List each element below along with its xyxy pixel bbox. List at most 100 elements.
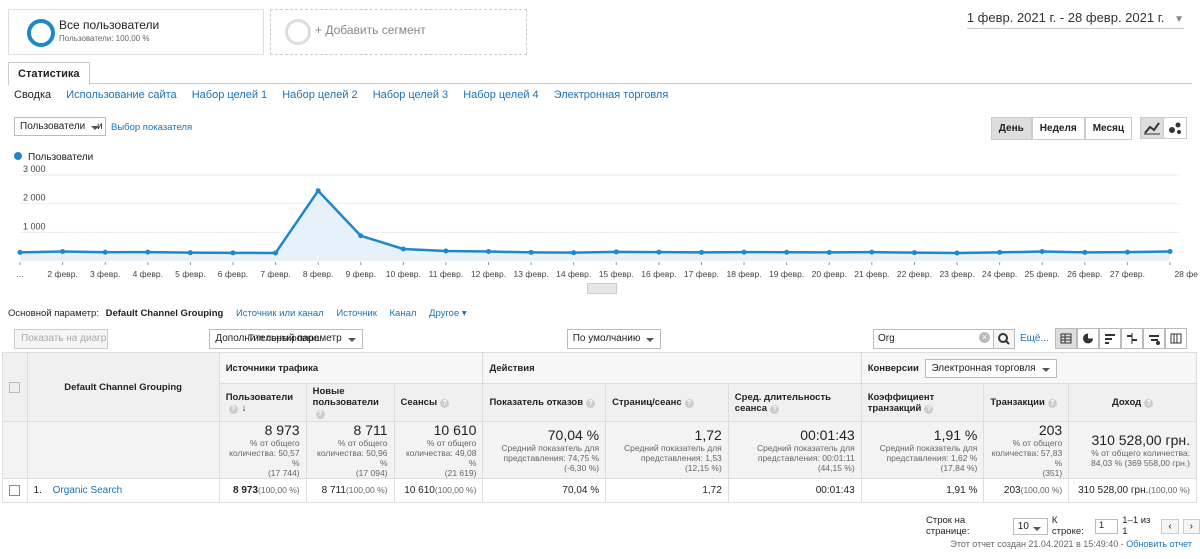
dimension-header[interactable]: Default Channel Grouping [26,352,220,422]
prev-page-button[interactable]: ‹ [1161,518,1179,534]
subtab-goal-set-1[interactable]: Набор целей 1 [191,89,268,101]
pie-view-icon[interactable] [1077,328,1099,349]
data-point [145,249,151,255]
bar-view-icon[interactable] [1099,328,1121,349]
plot-rows-button[interactable]: Показать на диаграмме [14,329,108,349]
chart-legend: Пользователи [14,152,93,163]
col-pages-per-session[interactable]: Страниц/сеанс? [605,383,729,422]
rows-per-page-select[interactable]: 10 [1012,517,1048,535]
choose-metric-link[interactable]: Выбор показателя [111,122,193,133]
total-new-users: 8 711% от общего количества: 50,96 % (17 … [305,421,395,479]
total-share: Средний показатель для представления: 74… [501,443,600,463]
subtab-goal-set-3[interactable]: Набор целей 3 [372,89,449,101]
subtab-goal-set-2[interactable]: Набор целей 2 [282,89,358,101]
data-point [230,250,236,256]
segment-ring-icon [27,19,55,47]
data-point [528,249,534,255]
comparison-view-icon[interactable] [1121,328,1143,349]
subtab-site-usage[interactable]: Использование сайта [66,89,177,101]
conversions-select[interactable]: Электронная торговля [925,358,1057,378]
total-base: (44,15 %) [817,463,855,473]
date-range-picker[interactable]: 1 февр. 2021 г. - 28 февр. 2021 г. ▼ [966,10,1184,29]
pivot-view-icon[interactable] [1165,328,1187,349]
data-point [1082,249,1088,255]
total-base: (21 619) [444,468,477,478]
refresh-report-link[interactable]: Обновить отчет [1126,539,1192,549]
period-day-button[interactable]: День [990,117,1032,140]
subtab-summary[interactable]: Сводка [14,89,52,101]
add-segment-ring-icon [285,19,311,45]
x-tick-label: 13 февр. [514,269,549,279]
x-tick-label: 28 фе [1174,269,1198,279]
col-revenue[interactable]: Доход? [1068,383,1197,422]
help-icon: ? [586,399,596,408]
advanced-search-link[interactable]: Ещё... [1020,333,1049,344]
term-cloud-view-icon[interactable] [1143,328,1165,349]
col-new-users-label: Новые пользователи [312,386,379,408]
tab-statistics[interactable]: Статистика [8,62,90,86]
row-channel-link[interactable]: Organic Search [52,485,123,496]
total-value: 310 528,00 грн. [1091,432,1190,448]
total-share: % от общего количества: 57,83 % [991,438,1063,468]
data-point [273,250,279,256]
line-chart-icon[interactable] [1140,117,1164,139]
dimension-medium[interactable]: Канал [389,308,417,319]
total-share: % от общего количества: 84,03 % (369 558… [1091,448,1190,468]
x-tick-label: 16 февр. [641,269,676,279]
add-segment-button[interactable]: + Добавить сегмент [270,9,527,55]
total-share: % от общего количества: 50,57 % [229,438,300,468]
dimension-other[interactable]: Другое [429,308,460,319]
dimension-source-medium[interactable]: Источник или канал [235,308,324,319]
period-week-button[interactable]: Неделя [1031,117,1085,140]
report-created-text: Этот отчет создан 21.04.2021 в 15:49:40 … [950,539,1124,549]
x-tick-label: 8 февр. [303,269,333,279]
total-value: 1,91 % [933,427,978,443]
period-month-button[interactable]: Месяц [1084,117,1132,140]
goto-row-input[interactable]: 1 [1094,518,1119,534]
col-avg-session-duration[interactable]: Сред. длительность сеанса? [727,383,862,422]
col-bounce-rate[interactable]: Показатель отказов? [482,383,607,422]
cell-sessions: 10 610(100,00 %) [393,478,484,503]
cell-value: 1,72 [702,485,722,496]
view-switcher [1055,328,1187,349]
row-checkbox[interactable] [9,485,20,496]
row-dimension-cell: 1. Organic Search [26,478,220,503]
col-transaction-rate-label: Коэффициент транзакций [867,391,935,414]
cell-pages-per-session: 1,72 [605,478,729,503]
col-users[interactable]: Пользователи? ↓ [218,383,307,422]
col-bounce-rate-label: Показатель отказов [489,397,584,408]
subtab-goal-set-4[interactable]: Набор целей 4 [463,89,539,101]
x-tick-label: 11 февр. [429,269,464,279]
sort-arrow-icon: ↓ [241,402,247,414]
metric-select[interactable]: Пользователи [14,117,107,136]
select-all-checkbox[interactable] [9,381,20,393]
chart-collapse-handle[interactable] [587,283,617,294]
total-share: % от общего количества: 49,08 % [405,438,477,468]
table-search-input[interactable]: Org × [873,329,995,349]
secondary-dimension-select[interactable]: Дополнительный параметр [209,329,363,349]
segment-card-all-users[interactable]: Все пользователи Пользователи: 100,00 % [8,9,264,55]
help-icon: ? [440,399,450,408]
dimension-source[interactable]: Источник [336,308,377,319]
y-tick-label: 3 000 [23,165,46,174]
clear-icon[interactable]: × [979,332,990,343]
x-tick-label: 4 февр. [133,269,163,279]
search-button[interactable] [993,329,1015,349]
col-transaction-rate[interactable]: Коэффициент транзакций? [860,383,985,422]
data-point [954,250,960,256]
x-tick-label: 3 февр. [90,269,120,279]
table-view-icon[interactable] [1055,328,1077,349]
totals-empty-cell [2,421,28,479]
col-transactions[interactable]: Транзакции? [983,383,1070,422]
motion-chart-icon[interactable] [1163,117,1187,139]
cell-avg-duration: 00:01:43 [727,478,862,503]
subtab-ecommerce[interactable]: Электронная торговля [553,89,669,101]
next-page-button[interactable]: › [1182,518,1200,534]
x-tick-label: 24 февр. [982,269,1017,279]
legend-label: Пользователи [28,152,94,163]
x-tick-label: 21 февр. [854,269,889,279]
col-sessions[interactable]: Сеансы? [393,383,484,422]
sort-type-select[interactable]: По умолчанию [566,329,662,349]
data-point [17,249,23,255]
col-new-users[interactable]: Новые пользователи? [305,383,395,422]
